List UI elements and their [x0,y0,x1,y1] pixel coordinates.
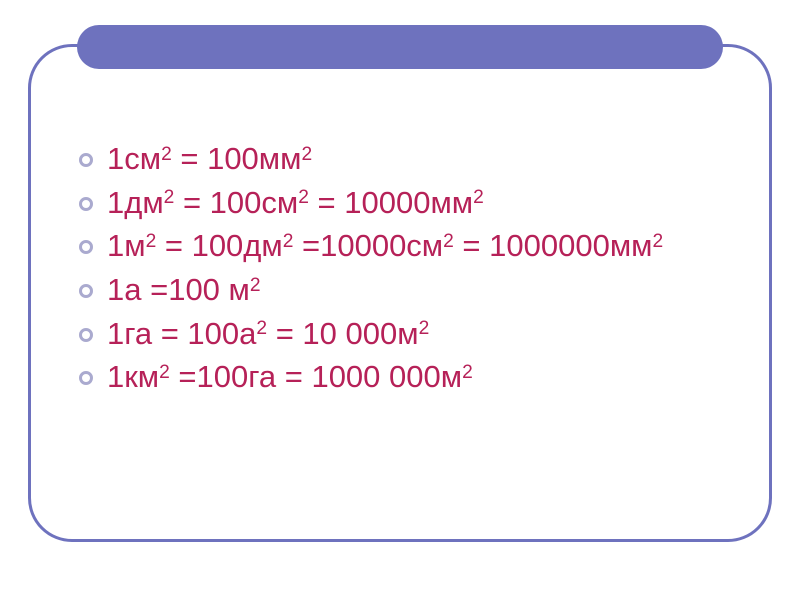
bullet-icon [79,328,93,342]
bullet-icon [79,284,93,298]
list-item: 1м2 = 100дм2 =10000см2 = 1000000мм2 [79,226,721,266]
card-content: 1см2 = 100мм2 1дм2 = 100см2 = 10000мм2 1… [31,47,769,397]
conversion-line: 1а =100 м2 [107,270,261,310]
bullet-icon [79,153,93,167]
list-item: 1дм2 = 100см2 = 10000мм2 [79,183,721,223]
conversion-line: 1дм2 = 100см2 = 10000мм2 [107,183,484,223]
list-item: 1см2 = 100мм2 [79,139,721,179]
conversion-line: 1см2 = 100мм2 [107,139,312,179]
list-item: 1а =100 м2 [79,270,721,310]
bullet-icon [79,240,93,254]
list-item: 1га = 100а2 = 10 000м2 [79,314,721,354]
conversion-line: 1км2 =100га = 1000 000м2 [107,357,473,397]
list-item: 1км2 =100га = 1000 000м2 [79,357,721,397]
bullet-icon [79,371,93,385]
bullet-icon [79,197,93,211]
conversion-line: 1га = 100а2 = 10 000м2 [107,314,429,354]
conversion-line: 1м2 = 100дм2 =10000см2 = 1000000мм2 [107,226,663,266]
card-header-bar [77,25,723,69]
info-card: 1см2 = 100мм2 1дм2 = 100см2 = 10000мм2 1… [28,44,772,542]
